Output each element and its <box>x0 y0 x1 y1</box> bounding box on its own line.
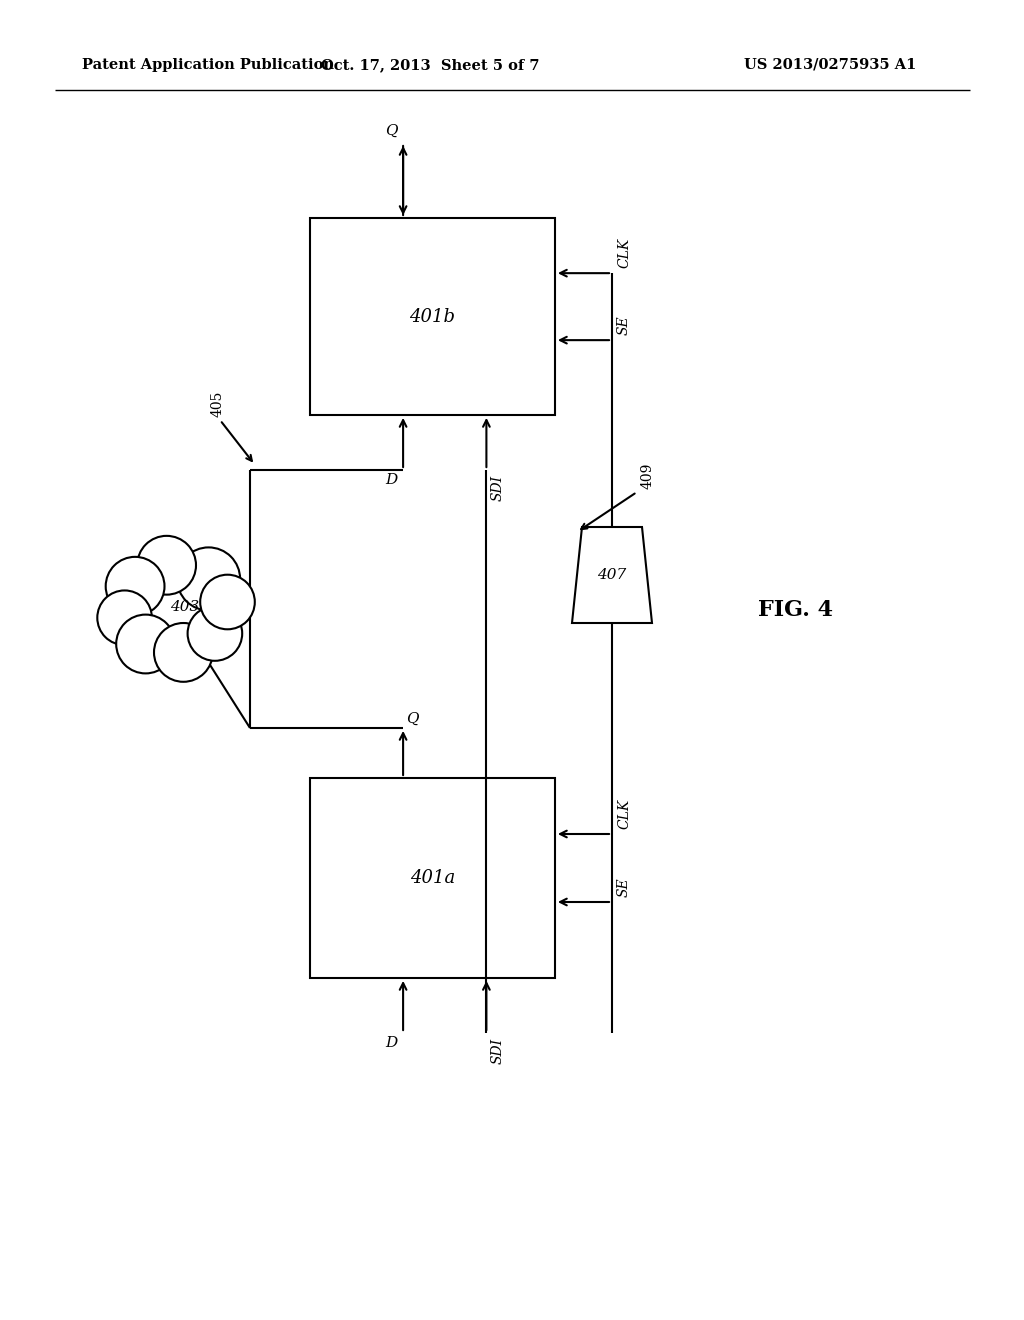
Text: 407: 407 <box>597 568 627 582</box>
Text: SDI: SDI <box>490 475 505 502</box>
Text: CLK: CLK <box>617 238 631 268</box>
Text: D: D <box>385 473 397 487</box>
Circle shape <box>97 590 152 645</box>
Text: SE: SE <box>617 315 631 335</box>
Text: 401a: 401a <box>410 869 455 887</box>
Bar <box>310 218 555 414</box>
Text: Q: Q <box>407 711 419 726</box>
Circle shape <box>154 623 213 682</box>
Text: Oct. 17, 2013  Sheet 5 of 7: Oct. 17, 2013 Sheet 5 of 7 <box>321 58 540 73</box>
Text: 401b: 401b <box>410 308 456 326</box>
Text: Q: Q <box>385 124 397 139</box>
Text: 409: 409 <box>641 462 655 488</box>
Text: SE: SE <box>617 878 631 898</box>
Circle shape <box>105 557 165 615</box>
Circle shape <box>187 606 243 661</box>
Text: 403: 403 <box>170 601 200 614</box>
Circle shape <box>116 615 175 673</box>
Text: Patent Application Publication: Patent Application Publication <box>82 58 334 73</box>
Circle shape <box>201 574 255 630</box>
Circle shape <box>177 548 240 610</box>
Text: US 2013/0275935 A1: US 2013/0275935 A1 <box>743 58 916 73</box>
Text: SDI: SDI <box>490 1038 505 1064</box>
Circle shape <box>137 536 196 594</box>
Text: CLK: CLK <box>617 799 631 829</box>
Text: FIG. 4: FIG. 4 <box>758 599 833 620</box>
Text: D: D <box>385 1036 397 1049</box>
Bar <box>310 777 555 978</box>
Polygon shape <box>572 527 652 623</box>
Text: 405: 405 <box>211 391 225 417</box>
Circle shape <box>135 562 215 642</box>
